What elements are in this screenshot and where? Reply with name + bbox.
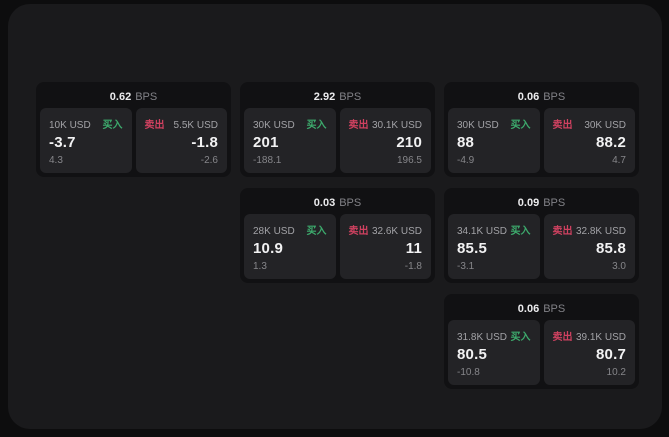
buy-amount: 10K USD [49, 120, 91, 131]
sell-panel[interactable]: 卖出 32.6K USD 11 -1.8 [339, 214, 431, 279]
sell-tag: 卖出 [552, 120, 573, 131]
buy-delta: 4.3 [49, 155, 63, 166]
bps-spread-header: 0.06 BPS [448, 86, 635, 108]
buy-tag: 买入 [510, 332, 531, 343]
buy-amount: 31.8K USD [457, 332, 508, 343]
sell-amount: 39.1K USD [575, 332, 626, 343]
sell-delta: 196.5 [396, 155, 422, 166]
buy-delta: -10.8 [457, 367, 480, 378]
bps-unit-label: BPS [543, 303, 566, 315]
bps-spread-value: 0.06 [517, 91, 540, 103]
buy-amount: 30K USD [253, 120, 295, 131]
sell-panel[interactable]: 卖出 5.5K USD -1.8 -2.6 [135, 108, 227, 173]
sell-delta: -1.8 [404, 261, 422, 272]
sell-tag: 卖出 [348, 226, 369, 237]
buy-tag: 买入 [102, 120, 123, 131]
buy-delta: 1.3 [253, 261, 267, 272]
sell-panel[interactable]: 卖出 39.1K USD 80.7 10.2 [543, 320, 635, 385]
sell-panel[interactable]: 卖出 30.1K USD 210 196.5 [339, 108, 431, 173]
buy-price: 80.5 [457, 346, 487, 363]
sell-amount: 30K USD [584, 120, 626, 131]
buy-tag: 买入 [306, 226, 327, 237]
quote-card: 2.92 BPS 30K USD 买入 201 -188.1 卖出 30.1K … [240, 82, 435, 177]
buy-panel[interactable]: 10K USD 买入 -3.7 4.3 [40, 108, 132, 173]
buy-price: 201 [253, 134, 279, 151]
app-surface: 0.62 BPS 10K USD 买入 -3.7 4.3 卖出 5.5K USD [8, 4, 662, 429]
sell-amount: 32.8K USD [575, 226, 626, 237]
buy-panel[interactable]: 30K USD 买入 201 -188.1 [244, 108, 336, 173]
bps-unit-label: BPS [339, 197, 362, 209]
sell-amount: 5.5K USD [173, 120, 218, 131]
bps-spread-header: 0.09 BPS [448, 192, 635, 214]
sell-delta: 4.7 [612, 155, 626, 166]
sell-panel[interactable]: 卖出 32.8K USD 85.8 3.0 [543, 214, 635, 279]
bps-spread-header: 0.03 BPS [244, 192, 431, 214]
sell-tag: 卖出 [348, 120, 369, 131]
buy-amount: 30K USD [457, 120, 499, 131]
buy-panel[interactable]: 30K USD 买入 88 -4.9 [448, 108, 540, 173]
buy-tag: 买入 [306, 120, 327, 131]
buy-tag: 买入 [510, 226, 531, 237]
bps-unit-label: BPS [135, 91, 158, 103]
buy-panel[interactable]: 28K USD 买入 10.9 1.3 [244, 214, 336, 279]
quote-cards-grid: 0.62 BPS 10K USD 买入 -3.7 4.3 卖出 5.5K USD [8, 4, 662, 389]
buy-amount: 28K USD [253, 226, 295, 237]
bps-spread-value: 0.03 [313, 197, 336, 209]
sell-price: 88.2 [596, 134, 626, 151]
bps-spread-value: 0.06 [517, 303, 540, 315]
buy-price: 10.9 [253, 240, 283, 257]
sell-amount: 30.1K USD [371, 120, 422, 131]
buy-price: 85.5 [457, 240, 487, 257]
buy-price: 88 [457, 134, 475, 151]
sell-price: 210 [396, 134, 422, 151]
buy-price: -3.7 [49, 134, 76, 151]
buy-panel[interactable]: 34.1K USD 买入 85.5 -3.1 [448, 214, 540, 279]
buy-tag: 买入 [510, 120, 531, 131]
sell-price: 11 [405, 240, 422, 257]
buy-delta: -3.1 [457, 261, 475, 272]
buy-delta: -4.9 [457, 155, 475, 166]
bps-unit-label: BPS [339, 91, 362, 103]
sell-delta: 10.2 [606, 367, 626, 378]
sell-price: 80.7 [596, 346, 626, 363]
sell-tag: 卖出 [144, 120, 165, 131]
sell-price: -1.8 [191, 134, 218, 151]
bps-spread-value: 0.62 [109, 91, 132, 103]
quote-card: 0.06 BPS 30K USD 买入 88 -4.9 卖出 30K USD [444, 82, 639, 177]
bps-spread-header: 0.06 BPS [448, 298, 635, 320]
bps-unit-label: BPS [543, 91, 566, 103]
bps-spread-header: 0.62 BPS [40, 86, 227, 108]
sell-delta: 3.0 [612, 261, 626, 272]
buy-delta: -188.1 [253, 155, 282, 166]
sell-panel[interactable]: 卖出 30K USD 88.2 4.7 [543, 108, 635, 173]
bps-spread-header: 2.92 BPS [244, 86, 431, 108]
sell-amount: 32.6K USD [371, 226, 422, 237]
bps-spread-value: 2.92 [313, 91, 336, 103]
sell-tag: 卖出 [552, 332, 573, 343]
buy-panel[interactable]: 31.8K USD 买入 80.5 -10.8 [448, 320, 540, 385]
quote-card: 0.09 BPS 34.1K USD 买入 85.5 -3.1 卖出 32.8K… [444, 188, 639, 283]
bps-unit-label: BPS [543, 197, 566, 209]
quote-card: 0.62 BPS 10K USD 买入 -3.7 4.3 卖出 5.5K USD [36, 82, 231, 177]
quote-card: 0.06 BPS 31.8K USD 买入 80.5 -10.8 卖出 39.1… [444, 294, 639, 389]
bps-spread-value: 0.09 [517, 197, 540, 209]
buy-amount: 34.1K USD [457, 226, 508, 237]
quote-card: 0.03 BPS 28K USD 买入 10.9 1.3 卖出 32.6K US… [240, 188, 435, 283]
sell-price: 85.8 [596, 240, 626, 257]
sell-tag: 卖出 [552, 226, 573, 237]
sell-delta: -2.6 [200, 155, 218, 166]
